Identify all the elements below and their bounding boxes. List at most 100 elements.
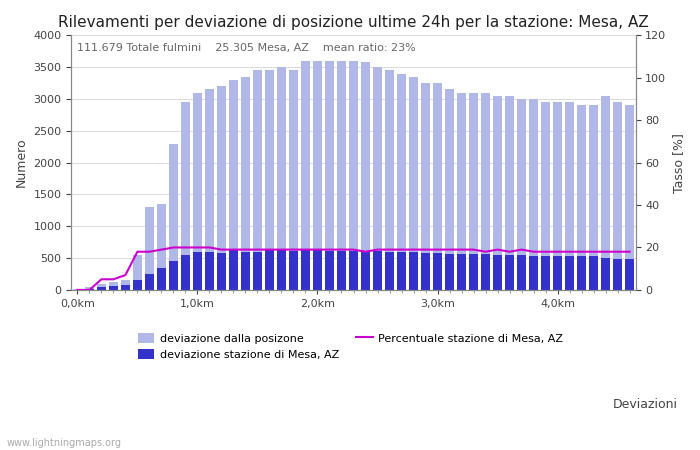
- Bar: [265, 251, 274, 290]
- Bar: [385, 252, 394, 290]
- Text: Deviazioni: Deviazioni: [612, 398, 678, 411]
- Bar: [349, 251, 358, 290]
- Bar: [301, 61, 310, 290]
- Bar: [625, 105, 634, 290]
- Bar: [193, 252, 202, 290]
- Bar: [97, 284, 106, 290]
- Title: Rilevamenti per deviazione di posizione ultime 24h per la stazione: Mesa, AZ: Rilevamenti per deviazione di posizione …: [58, 15, 649, 30]
- Y-axis label: Numero: Numero: [15, 138, 28, 188]
- Bar: [288, 70, 298, 290]
- Bar: [337, 251, 346, 290]
- Bar: [120, 280, 130, 290]
- Bar: [145, 207, 154, 290]
- Bar: [505, 96, 514, 290]
- Bar: [157, 204, 166, 290]
- Bar: [481, 254, 490, 290]
- Bar: [469, 254, 478, 290]
- Bar: [265, 70, 274, 290]
- Bar: [169, 261, 178, 290]
- Bar: [589, 105, 598, 290]
- Bar: [360, 251, 370, 290]
- Bar: [601, 96, 610, 290]
- Bar: [132, 255, 142, 290]
- Bar: [433, 253, 442, 290]
- Bar: [541, 102, 550, 290]
- Bar: [217, 253, 226, 290]
- Bar: [493, 255, 503, 290]
- Bar: [589, 256, 598, 290]
- Bar: [85, 287, 95, 290]
- Bar: [325, 251, 335, 290]
- Bar: [301, 250, 310, 290]
- Bar: [528, 256, 538, 290]
- Text: 111.679 Totale fulmini    25.305 Mesa, AZ    mean ratio: 23%: 111.679 Totale fulmini 25.305 Mesa, AZ m…: [77, 43, 416, 53]
- Bar: [409, 76, 419, 290]
- Bar: [517, 99, 526, 290]
- Bar: [181, 102, 190, 290]
- Bar: [288, 251, 298, 290]
- Bar: [565, 102, 575, 290]
- Bar: [433, 83, 442, 290]
- Bar: [276, 251, 286, 290]
- Bar: [421, 253, 430, 290]
- Bar: [505, 255, 514, 290]
- Bar: [493, 96, 503, 290]
- Bar: [385, 70, 394, 290]
- Bar: [360, 62, 370, 290]
- Bar: [541, 256, 550, 290]
- Bar: [481, 93, 490, 290]
- Bar: [337, 61, 346, 290]
- Bar: [456, 254, 466, 290]
- Bar: [444, 90, 454, 290]
- Bar: [553, 256, 562, 290]
- Bar: [325, 61, 335, 290]
- Bar: [625, 259, 634, 290]
- Bar: [612, 259, 622, 290]
- Bar: [204, 252, 214, 290]
- Bar: [85, 288, 95, 290]
- Legend: deviazione dalla posizone, deviazione stazione di Mesa, AZ, Percentuale stazione: deviazione dalla posizone, deviazione st…: [134, 328, 568, 364]
- Bar: [372, 251, 382, 290]
- Bar: [73, 289, 82, 290]
- Bar: [253, 252, 262, 290]
- Bar: [97, 287, 106, 290]
- Bar: [313, 61, 322, 290]
- Bar: [229, 80, 238, 290]
- Bar: [601, 258, 610, 290]
- Bar: [108, 282, 118, 290]
- Bar: [517, 255, 526, 290]
- Bar: [204, 90, 214, 290]
- Text: www.lightningmaps.org: www.lightningmaps.org: [7, 438, 122, 448]
- Bar: [120, 285, 130, 290]
- Bar: [108, 286, 118, 290]
- Bar: [169, 144, 178, 290]
- Bar: [132, 280, 142, 290]
- Bar: [553, 102, 562, 290]
- Bar: [397, 252, 406, 290]
- Bar: [577, 256, 587, 290]
- Bar: [157, 268, 166, 290]
- Y-axis label: Tasso [%]: Tasso [%]: [672, 133, 685, 193]
- Bar: [565, 256, 575, 290]
- Bar: [313, 251, 322, 290]
- Bar: [456, 93, 466, 290]
- Bar: [397, 73, 406, 290]
- Bar: [528, 99, 538, 290]
- Bar: [577, 105, 587, 290]
- Bar: [276, 67, 286, 290]
- Bar: [253, 70, 262, 290]
- Bar: [409, 252, 419, 290]
- Bar: [193, 93, 202, 290]
- Bar: [241, 252, 251, 290]
- Bar: [372, 67, 382, 290]
- Bar: [217, 86, 226, 290]
- Bar: [229, 251, 238, 290]
- Bar: [469, 93, 478, 290]
- Bar: [421, 83, 430, 290]
- Bar: [612, 102, 622, 290]
- Bar: [444, 254, 454, 290]
- Bar: [241, 76, 251, 290]
- Bar: [181, 255, 190, 290]
- Bar: [145, 274, 154, 290]
- Bar: [349, 61, 358, 290]
